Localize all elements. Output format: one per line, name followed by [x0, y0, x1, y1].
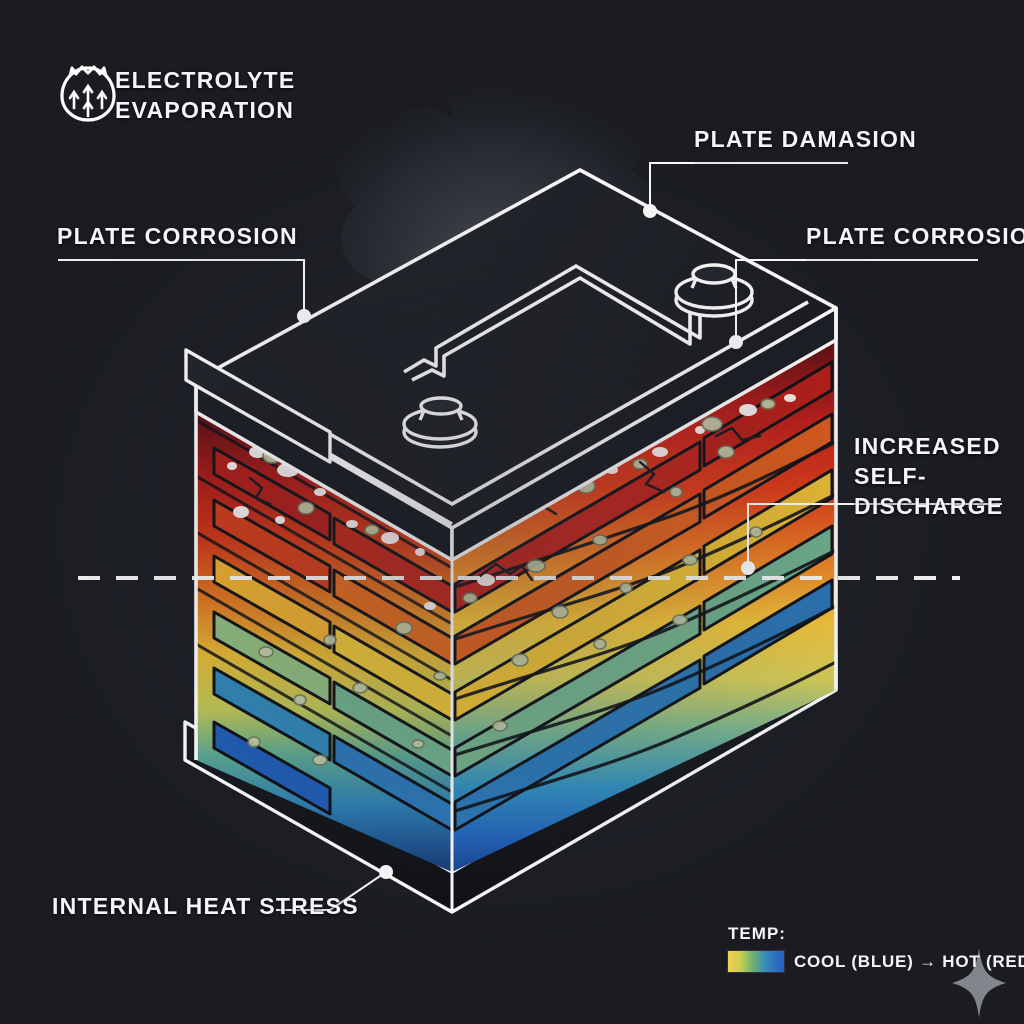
isotherm-bands: [452, 440, 836, 814]
legend-title: TEMP:: [728, 924, 786, 943]
terminal-post-left: [402, 396, 478, 449]
terminal-post-right: [674, 263, 754, 318]
self-discharge-line2: SELF-DISCHARGE: [854, 462, 1004, 519]
callout-underlines: [58, 162, 1002, 911]
electrolyte-evaporation-icon: [60, 65, 116, 122]
plate-stack-left: [212, 446, 454, 832]
self-discharge-line1: INCREASED: [854, 433, 1001, 459]
callout-label-plate-corrosion-right: PLATE CORROSION: [806, 223, 1024, 249]
legend-caption: COOL (BLUE) → HOT (RED): [794, 951, 1024, 971]
callout-label-plate-damasion: PLATE DAMASION: [694, 126, 918, 152]
lid-shoulder: [184, 348, 332, 464]
badge-label-line1: ELECTROLYTE: [115, 67, 296, 93]
callout-label-internal-heat-stress: INTERNAL HEAT STRESS: [52, 893, 359, 919]
callout-label-plate-corrosion-left: PLATE CORROSION: [57, 223, 298, 249]
temperature-legend: TEMP: COOL (BLUE) → HOT (RED): [728, 924, 1024, 972]
badge-label-line2: EVAPORATION: [115, 96, 295, 123]
badge-label: ELECTROLYTE EVAPORATION: [115, 66, 345, 126]
temperature-gradient-swatch: [728, 951, 784, 972]
callout-label-increased-self-discharge: INCREASED SELF-DISCHARGE: [854, 432, 1024, 522]
